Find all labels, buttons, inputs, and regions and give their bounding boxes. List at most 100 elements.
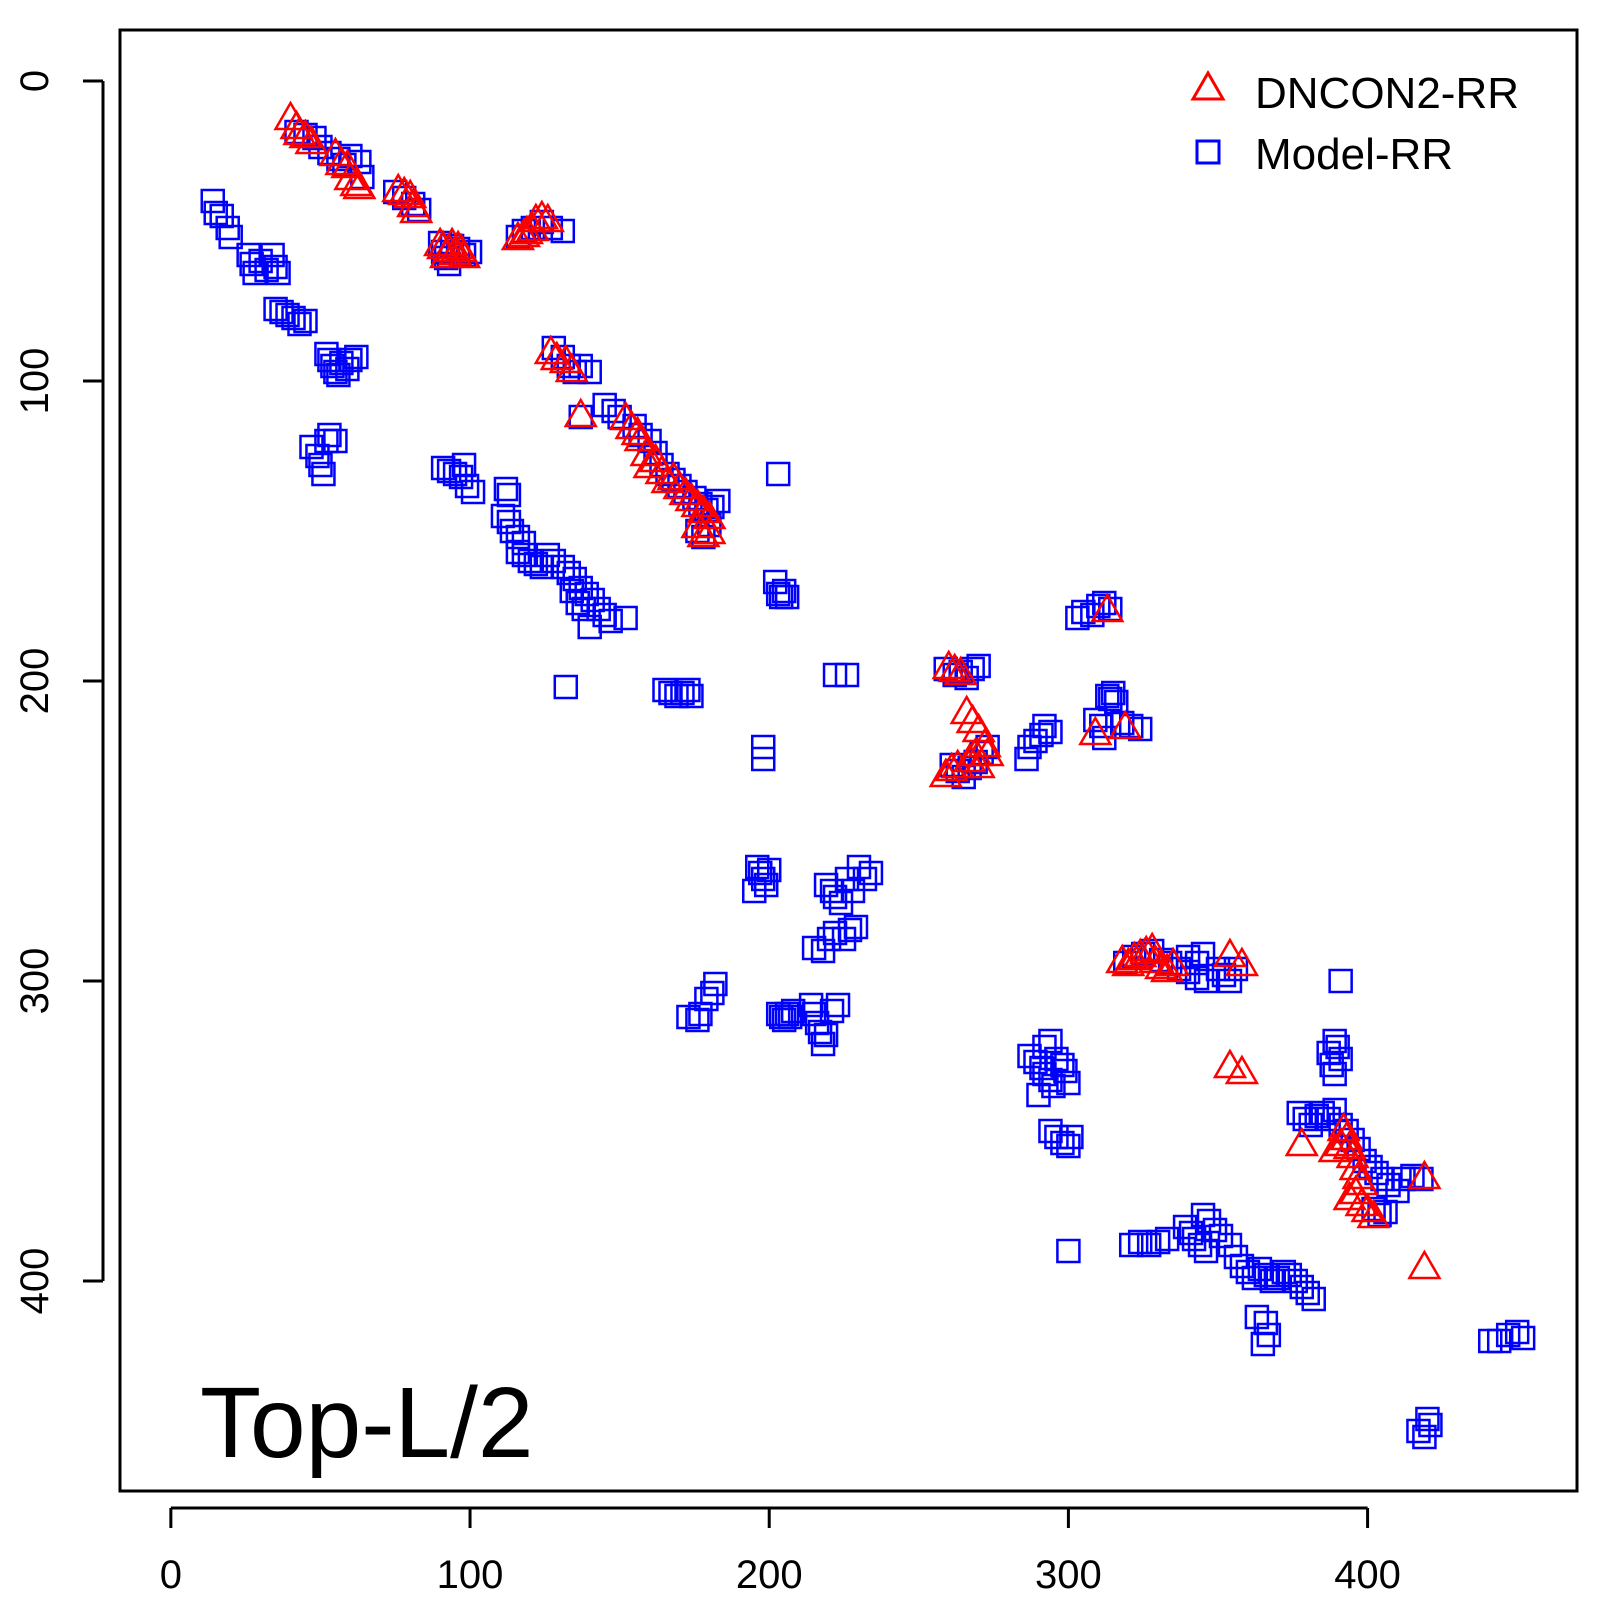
dncon2-rr-point xyxy=(692,514,727,545)
model-rr-point xyxy=(1050,1052,1075,1078)
dncon2-rr-point xyxy=(686,517,721,548)
model-rr-point xyxy=(813,1022,839,1048)
model-rr-point xyxy=(215,215,240,241)
model-rr-point xyxy=(765,581,791,607)
model-rr-point xyxy=(1026,1082,1051,1108)
dncon2-rr-point xyxy=(668,475,703,506)
dncon2-rr-point xyxy=(500,220,536,251)
dncon2-rr-point xyxy=(680,487,715,518)
model-rr-point xyxy=(1059,1124,1084,1150)
model-rr-point xyxy=(490,503,516,529)
model-rr-point xyxy=(1250,1331,1276,1357)
model-rr-point xyxy=(311,461,336,487)
dncon2-rr-point xyxy=(563,397,598,428)
legend-label-model-rr: Model-RR xyxy=(1255,130,1453,179)
model-rr-point xyxy=(703,971,728,997)
dncon2-rr-point xyxy=(1284,1126,1319,1157)
dncon2-rr-point xyxy=(1356,1198,1391,1229)
model-rr-point xyxy=(1190,941,1216,967)
model-rr-point xyxy=(700,980,725,1006)
dncon2-rr-point xyxy=(1155,946,1191,977)
model-rr-point xyxy=(451,452,477,478)
dncon2-rr-point xyxy=(554,352,589,383)
dncon2-rr-point xyxy=(1224,1054,1260,1085)
dncon2-rr-point xyxy=(530,202,565,233)
model-rr-point xyxy=(852,866,878,892)
dncon2-rr-point xyxy=(342,169,377,200)
legend-label-dncon2-rr: DNCON2-RR xyxy=(1255,69,1519,118)
dncon2-rr-point xyxy=(934,751,969,782)
model-rr-point xyxy=(966,653,991,679)
y-tick-label: 200 xyxy=(13,648,57,715)
model-rr-point xyxy=(1029,722,1054,748)
model-rr-point xyxy=(750,746,776,772)
legend: DNCON2-RR Model-RR xyxy=(1190,69,1519,179)
model-rr-point xyxy=(1418,1412,1443,1438)
dncon2-rr-point xyxy=(943,655,978,686)
legend-triangle-marker xyxy=(1190,69,1226,101)
model-rr-point xyxy=(1145,1229,1171,1255)
model-rr-point xyxy=(670,680,695,706)
model-rr-point xyxy=(1023,728,1048,754)
dncon2-rr-point xyxy=(1335,1138,1370,1169)
model-rr-point xyxy=(1495,1322,1521,1348)
model-rr-point xyxy=(810,1031,836,1057)
x-tick-label: 300 xyxy=(1035,1553,1102,1597)
y-axis: 0 100 200 300 400 xyxy=(13,70,105,1314)
model-rr-point xyxy=(1328,1046,1353,1072)
model-rr-point xyxy=(1056,1070,1081,1096)
model-rr-point xyxy=(344,344,369,370)
model-rr-point xyxy=(679,683,704,709)
model-rr-point xyxy=(1486,1328,1512,1354)
model-rr-point xyxy=(1056,1238,1081,1264)
model-rr-point xyxy=(329,350,354,376)
model-rr-point xyxy=(1376,1172,1401,1198)
y-tick-label: 300 xyxy=(13,948,57,1015)
dncon2-rr-point xyxy=(1137,943,1173,974)
model-rr-point xyxy=(774,1001,800,1027)
model-rr-point xyxy=(1202,1217,1228,1243)
model-rr-point xyxy=(819,998,845,1024)
model-rr-point xyxy=(1193,968,1219,994)
dncon2-rr-point xyxy=(1407,1249,1442,1280)
model-rr-point xyxy=(1032,713,1057,739)
model-rr-point xyxy=(1319,1052,1344,1078)
model-rr-point xyxy=(771,1007,797,1033)
dncon2-rr-point xyxy=(524,199,560,230)
model-rr-point xyxy=(218,224,243,250)
model-rr-point xyxy=(338,347,363,373)
dncon2-rr-point xyxy=(446,238,482,269)
x-axis: 0 100 200 300 400 xyxy=(160,1506,1401,1597)
model-rr-point xyxy=(320,353,345,379)
model-rr-point xyxy=(496,509,522,535)
dncon2-rr-point xyxy=(937,652,972,683)
dncon2-rr-point xyxy=(970,736,1005,767)
model-rr-point xyxy=(1038,1028,1063,1054)
x-tick-label: 200 xyxy=(736,1553,803,1597)
dncon2-rr-point xyxy=(662,469,697,500)
dncon2-rr-point xyxy=(324,145,359,176)
model-rr-point xyxy=(1109,710,1135,736)
model-rr-point xyxy=(1098,686,1123,712)
model-rr-point xyxy=(1136,1232,1162,1258)
dncon2-rr-point xyxy=(674,481,709,512)
model-rr-point xyxy=(1301,1286,1326,1312)
x-tick-label: 0 xyxy=(160,1553,182,1597)
dncon2-rr-point xyxy=(1143,949,1179,980)
model-rr-point xyxy=(837,917,863,943)
dncon2-rr-point xyxy=(1090,592,1125,623)
model-rr-point xyxy=(493,476,519,502)
dncon2-rr-point xyxy=(940,748,975,779)
dncon2-rr-point xyxy=(282,115,317,146)
y-tick-label: 100 xyxy=(13,348,57,415)
model-rr-point xyxy=(1127,1229,1153,1255)
dncon2-rr-point xyxy=(1149,952,1185,983)
model-rr-point xyxy=(801,935,827,961)
dncon2-rr-point xyxy=(1212,937,1248,968)
model-rr-point xyxy=(613,605,638,631)
model-rr-point xyxy=(1504,1319,1530,1345)
dncon2-rr-point xyxy=(288,118,323,149)
model-rr-point xyxy=(1415,1406,1440,1432)
model-rr-point xyxy=(756,857,782,883)
model-rr-point xyxy=(834,662,860,688)
